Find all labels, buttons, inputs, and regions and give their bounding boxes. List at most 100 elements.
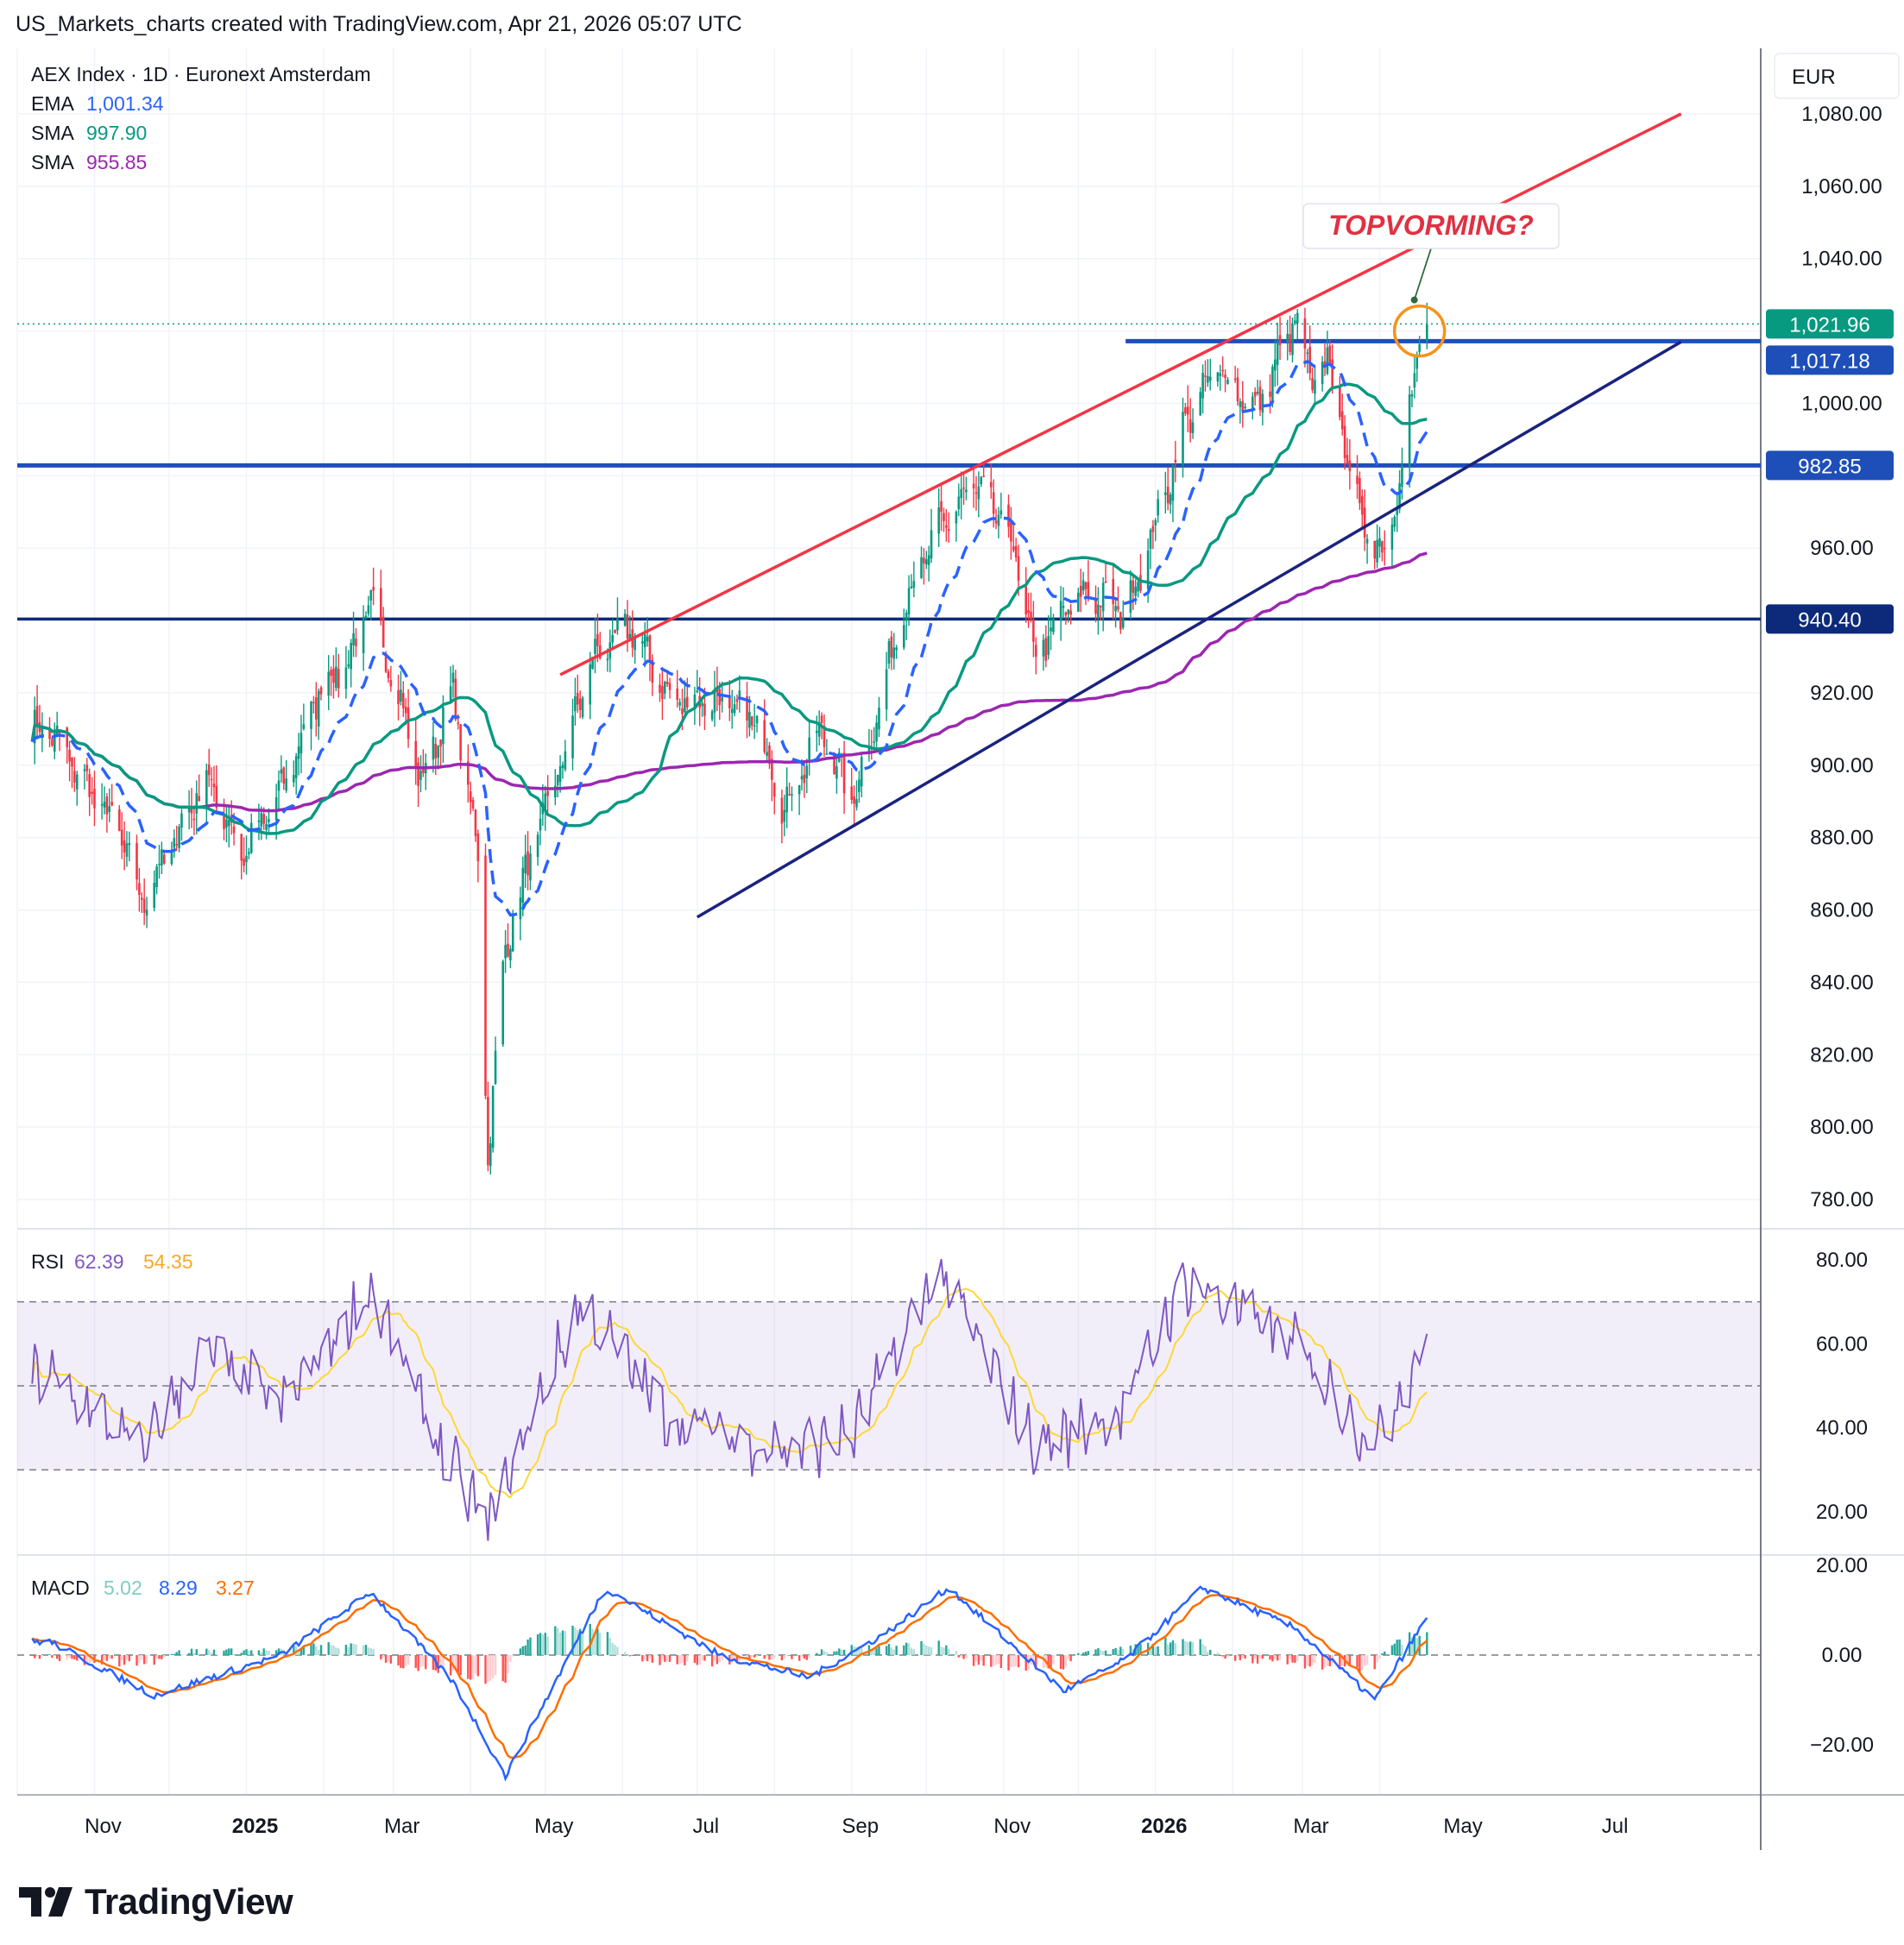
macd-histogram-bar[interactable]	[274, 1650, 278, 1655]
macd-histogram-bar[interactable]	[783, 1655, 785, 1659]
macd-histogram-bar[interactable]	[1401, 1645, 1403, 1655]
candle-body[interactable]	[905, 613, 908, 620]
macd-histogram-bar[interactable]	[842, 1649, 846, 1655]
candle-body[interactable]	[142, 898, 146, 913]
candle-body[interactable]	[1087, 582, 1090, 598]
macd-histogram-bar[interactable]	[546, 1636, 549, 1655]
macd-histogram-bar[interactable]	[1396, 1640, 1398, 1655]
macd-histogram-bar[interactable]	[1314, 1655, 1316, 1664]
macd-histogram-bar[interactable]	[192, 1652, 196, 1655]
macd-histogram-bar[interactable]	[571, 1625, 574, 1655]
macd-histogram-bar[interactable]	[648, 1655, 652, 1659]
macd-histogram-bar[interactable]	[319, 1645, 323, 1655]
macd-histogram-bar[interactable]	[457, 1655, 459, 1673]
tradingview-logo[interactable]: TradingView	[19, 1878, 293, 1926]
candle-body[interactable]	[945, 525, 948, 528]
macd-histogram-bar[interactable]	[773, 1655, 776, 1659]
macd-histogram-bar[interactable]	[1047, 1655, 1050, 1669]
macd-histogram-bar[interactable]	[751, 1655, 753, 1658]
candle-body[interactable]	[103, 802, 106, 808]
candle-body[interactable]	[350, 643, 352, 670]
candle-body[interactable]	[419, 771, 422, 780]
macd-histogram-bar[interactable]	[1321, 1655, 1324, 1670]
macd-histogram-bar[interactable]	[83, 1655, 86, 1665]
macd-histogram-bar[interactable]	[1363, 1655, 1366, 1666]
macd-histogram-bar[interactable]	[927, 1646, 930, 1655]
macd-histogram-bar[interactable]	[710, 1655, 714, 1667]
macd-histogram-bar[interactable]	[105, 1655, 109, 1661]
candle-body[interactable]	[397, 689, 400, 705]
candle-body[interactable]	[1132, 580, 1135, 593]
candle-body[interactable]	[977, 486, 980, 500]
macd-histogram-bar[interactable]	[698, 1655, 701, 1665]
candle-body[interactable]	[302, 724, 306, 729]
candle-body[interactable]	[248, 852, 250, 854]
macd-histogram-bar[interactable]	[1184, 1640, 1187, 1655]
candle-body[interactable]	[738, 690, 741, 697]
candle-body[interactable]	[1139, 575, 1142, 591]
macd-histogram-bar[interactable]	[962, 1655, 965, 1659]
candle-body[interactable]	[643, 634, 646, 648]
macd-histogram-bar[interactable]	[364, 1645, 368, 1655]
candle-body[interactable]	[439, 740, 442, 747]
macd-histogram-bar[interactable]	[668, 1655, 671, 1662]
macd-histogram-bar[interactable]	[88, 1655, 91, 1665]
candle-body[interactable]	[768, 745, 771, 765]
macd-histogram-bar[interactable]	[721, 1655, 723, 1661]
macd-histogram-bar[interactable]	[335, 1647, 337, 1655]
horizontal-levels[interactable]	[17, 323, 1761, 621]
candle-body[interactable]	[1032, 619, 1035, 642]
macd-histogram-bar[interactable]	[651, 1655, 654, 1663]
candle-body[interactable]	[805, 765, 809, 778]
macd-histogram-bar[interactable]	[1012, 1655, 1015, 1667]
macd-histogram-bar[interactable]	[190, 1648, 193, 1655]
candle-body[interactable]	[1328, 345, 1332, 364]
candle-body[interactable]	[927, 555, 930, 565]
macd-histogram-bar[interactable]	[541, 1634, 545, 1655]
candle-body[interactable]	[297, 746, 300, 759]
macd-histogram-bar[interactable]	[905, 1642, 908, 1655]
candle-body[interactable]	[274, 796, 278, 821]
candle-body[interactable]	[940, 500, 943, 513]
macd-histogram-bar[interactable]	[470, 1655, 472, 1680]
macd-histogram-bar[interactable]	[419, 1655, 422, 1667]
candle-body[interactable]	[1030, 611, 1032, 620]
macd-histogram-bar[interactable]	[476, 1655, 480, 1677]
macd-histogram-bar[interactable]	[58, 1655, 61, 1661]
macd-histogram-bar[interactable]	[494, 1655, 497, 1676]
macd-histogram-bar[interactable]	[1171, 1640, 1175, 1655]
candle-body[interactable]	[449, 686, 452, 702]
candle-body[interactable]	[1256, 392, 1259, 394]
macd-histogram-bar[interactable]	[980, 1655, 982, 1661]
macd-histogram-bar[interactable]	[350, 1643, 352, 1655]
macd-histogram-bar[interactable]	[367, 1647, 370, 1655]
macd-histogram-bar[interactable]	[948, 1648, 950, 1655]
macd-histogram-bar[interactable]	[644, 1655, 646, 1660]
macd-histogram-bar[interactable]	[1035, 1655, 1037, 1669]
macd-histogram-bar[interactable]	[1278, 1655, 1282, 1660]
candle-body[interactable]	[1042, 639, 1045, 657]
macd-histogram-bar[interactable]	[735, 1655, 739, 1662]
candle-body[interactable]	[746, 696, 748, 721]
candle-body[interactable]	[536, 834, 539, 858]
macd-histogram-bar[interactable]	[526, 1640, 529, 1655]
macd-histogram-bar[interactable]	[208, 1650, 211, 1655]
candle-body[interactable]	[923, 557, 925, 564]
macd-histogram-bar[interactable]	[791, 1655, 793, 1659]
candle-body[interactable]	[471, 800, 475, 809]
candle-body[interactable]	[136, 842, 138, 880]
candle-body[interactable]	[1204, 375, 1207, 377]
macd-histogram-bar[interactable]	[529, 1637, 532, 1655]
candle-body[interactable]	[748, 711, 751, 728]
macd-histogram-bar[interactable]	[623, 1652, 627, 1655]
macd-histogram-bar[interactable]	[539, 1633, 542, 1655]
candle-body[interactable]	[1331, 359, 1333, 389]
candle-body[interactable]	[943, 513, 945, 521]
macd-histogram-bar[interactable]	[858, 1646, 861, 1655]
candle-body[interactable]	[817, 721, 821, 737]
candle-body[interactable]	[1097, 604, 1100, 619]
candle-body[interactable]	[564, 751, 567, 770]
candle-body[interactable]	[83, 769, 86, 771]
macd-histogram-bar[interactable]	[1251, 1655, 1254, 1664]
candle-body[interactable]	[1121, 618, 1125, 628]
